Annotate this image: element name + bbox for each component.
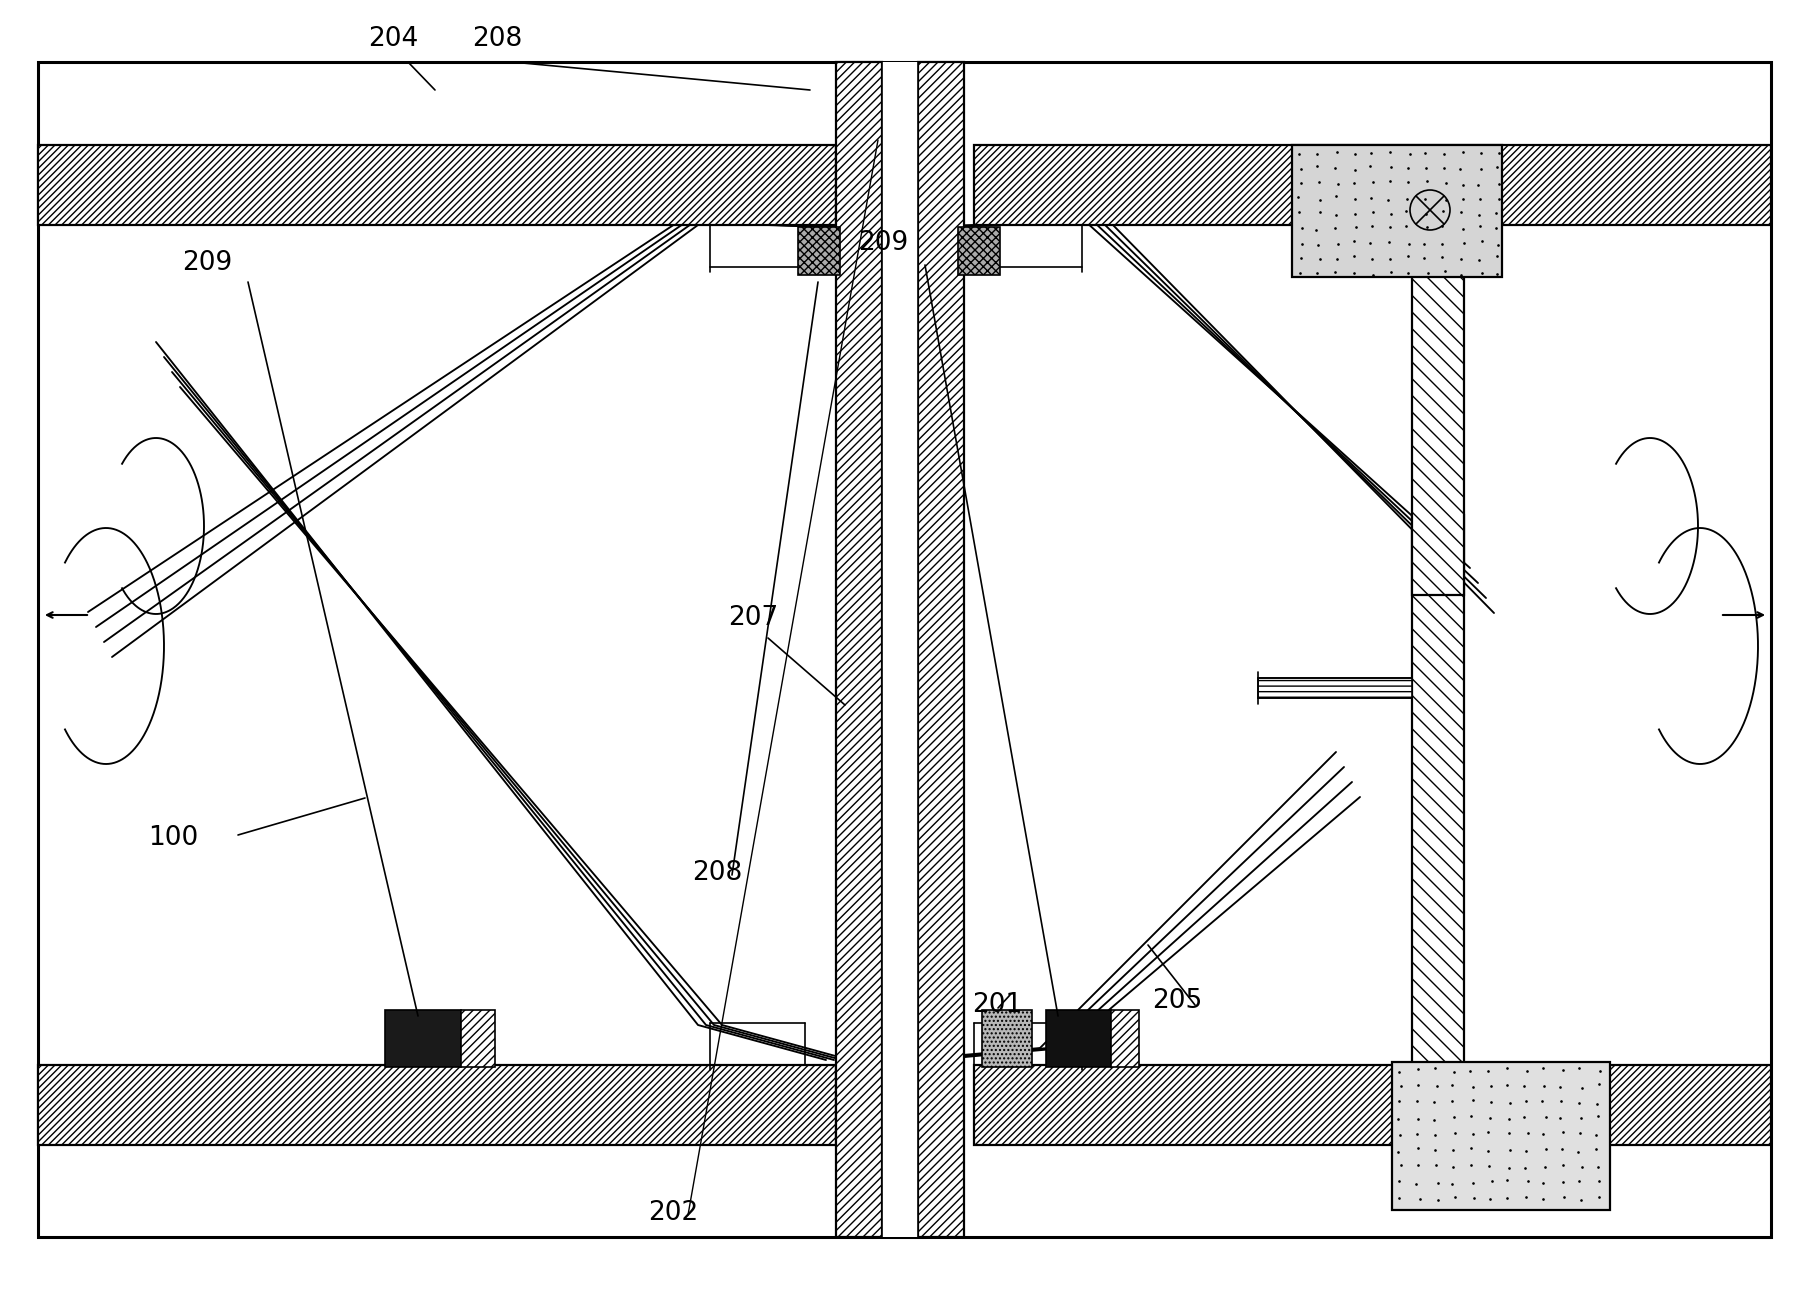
Bar xyxy=(1411,516,1464,1065)
Bar xyxy=(38,1065,837,1145)
Bar xyxy=(974,1065,1771,1145)
Text: 209: 209 xyxy=(183,250,233,276)
Bar xyxy=(837,62,882,1237)
Text: 205: 205 xyxy=(1153,987,1202,1014)
Bar xyxy=(1046,1011,1111,1067)
Text: 204: 204 xyxy=(369,26,417,52)
Bar xyxy=(799,227,840,275)
Text: 208: 208 xyxy=(472,26,522,52)
Text: 207: 207 xyxy=(728,605,779,632)
Bar xyxy=(981,1011,1032,1067)
Bar xyxy=(882,62,918,1237)
Text: 208: 208 xyxy=(692,860,743,886)
Bar xyxy=(1111,1011,1138,1067)
Bar xyxy=(1292,144,1502,277)
Text: 201: 201 xyxy=(972,993,1023,1018)
Text: 100: 100 xyxy=(148,825,199,851)
Bar xyxy=(1258,678,1411,699)
Text: 202: 202 xyxy=(649,1200,698,1226)
Bar xyxy=(461,1011,495,1067)
Bar xyxy=(385,1011,461,1067)
Bar xyxy=(1411,226,1464,596)
Bar xyxy=(1391,1062,1610,1210)
Text: 209: 209 xyxy=(858,229,909,257)
Bar xyxy=(38,144,837,226)
Bar xyxy=(974,144,1771,226)
Bar xyxy=(918,62,963,1237)
Bar xyxy=(958,227,999,275)
